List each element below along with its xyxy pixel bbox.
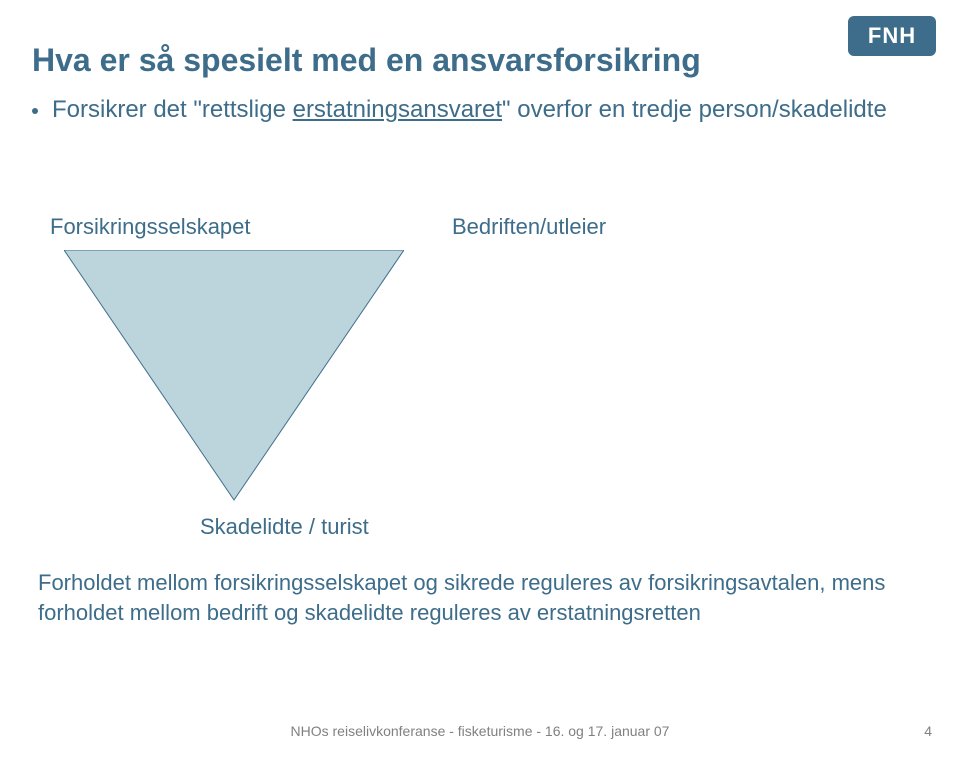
footer-text: NHOs reiselivkonferanse - fisketurisme -… [0, 723, 960, 739]
bullet-text-part1: Forsikrer det "rettslige [52, 96, 293, 123]
bullet-item: Forsikrer det "rettslige erstatningsansv… [32, 96, 887, 124]
triangle-label-top-right: Bedriften/utleier [452, 214, 606, 240]
triangle-diagram [64, 250, 404, 506]
triangle-label-top-left: Forsikringsselskapet [50, 214, 251, 240]
triangle-label-bottom: Skadelidte / turist [200, 514, 369, 540]
logo-text: FNH [868, 23, 916, 49]
logo-badge: FNH [848, 16, 936, 56]
page-number: 4 [924, 723, 932, 739]
triangle-shape [64, 250, 404, 500]
slide-title: Hva er så spesielt med en ansvarsforsikr… [32, 42, 701, 79]
triangle-icon [64, 250, 404, 506]
bullet-text: Forsikrer det "rettslige erstatningsansv… [52, 96, 887, 124]
bullet-dot-icon [32, 108, 38, 114]
slide: FNH Hva er så spesielt med en ansvarsfor… [0, 0, 960, 757]
bullet-text-part2: " overfor en tredje person/skadelidte [502, 96, 887, 123]
bullet-text-underlined: erstatningsansvaret [293, 96, 502, 123]
body-paragraph: Forholdet mellom forsikringsselskapet og… [38, 568, 900, 627]
